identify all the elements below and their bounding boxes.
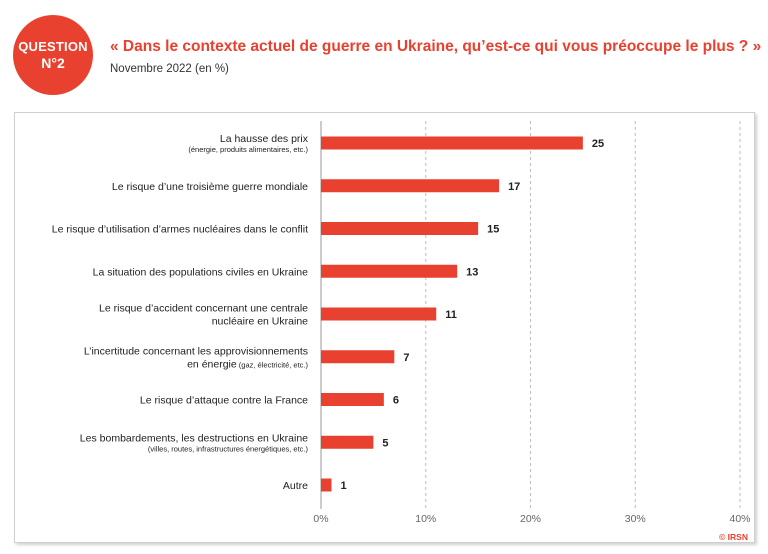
bar — [321, 307, 437, 321]
bar — [321, 435, 374, 449]
data-label: 15 — [487, 224, 499, 236]
category-label: L’incertitude concernant les approvision… — [84, 345, 308, 357]
category-label: Autre — [283, 480, 308, 492]
tick-label: 0% — [313, 513, 328, 525]
chart-subtitle: Novembre 2022 (en %) — [110, 63, 229, 75]
category-sublabel: (gaz, électricité, etc.) — [237, 360, 309, 369]
category-label: La hausse des prix — [220, 133, 309, 145]
data-label: 7 — [403, 352, 409, 364]
data-label: 11 — [445, 309, 457, 321]
category-label: nucléaire en Ukraine — [212, 316, 308, 328]
category-label: (villes, routes, infrastructures énergét… — [148, 444, 309, 453]
badge-line-2: N°2 — [41, 54, 65, 71]
category-label: Le risque d’utilisation d’armes nucléair… — [52, 224, 308, 236]
bar — [321, 478, 332, 492]
bar — [321, 393, 384, 406]
data-label: 6 — [393, 395, 399, 407]
data-label: 25 — [592, 138, 604, 150]
data-label: 17 — [508, 181, 520, 193]
category-label: Les bombardements, les destructions en U… — [80, 432, 308, 444]
category-label: en énergie (gaz, électricité, etc.) — [187, 358, 308, 370]
badge-line-1: QUESTION — [18, 38, 88, 54]
category-label: La situation des populations civiles en … — [93, 266, 309, 278]
bar — [321, 222, 479, 235]
data-label: 5 — [382, 437, 388, 449]
tick-label: 10% — [415, 513, 436, 525]
credit: © IRSN — [719, 532, 748, 542]
data-label: 1 — [340, 480, 346, 492]
category-label: Le risque d’attaque contre la France — [140, 395, 308, 407]
data-label: 13 — [466, 266, 478, 278]
bar — [321, 264, 458, 278]
bar — [321, 350, 395, 364]
question-badge: QUESTION N°2 — [13, 15, 93, 95]
category-label: (énergie, produits alimentaires, etc.) — [188, 145, 308, 154]
bar — [321, 179, 500, 193]
category-label: Le risque d’une troisième guerre mondial… — [112, 181, 308, 193]
bar — [321, 136, 583, 150]
tick-label: 30% — [625, 513, 646, 525]
chart-title: « Dans le contexte actuel de guerre en U… — [110, 38, 762, 55]
category-label: Le risque d’accident concernant une cent… — [99, 303, 308, 315]
tick-label: 40% — [729, 513, 750, 525]
tick-label: 20% — [520, 513, 541, 525]
